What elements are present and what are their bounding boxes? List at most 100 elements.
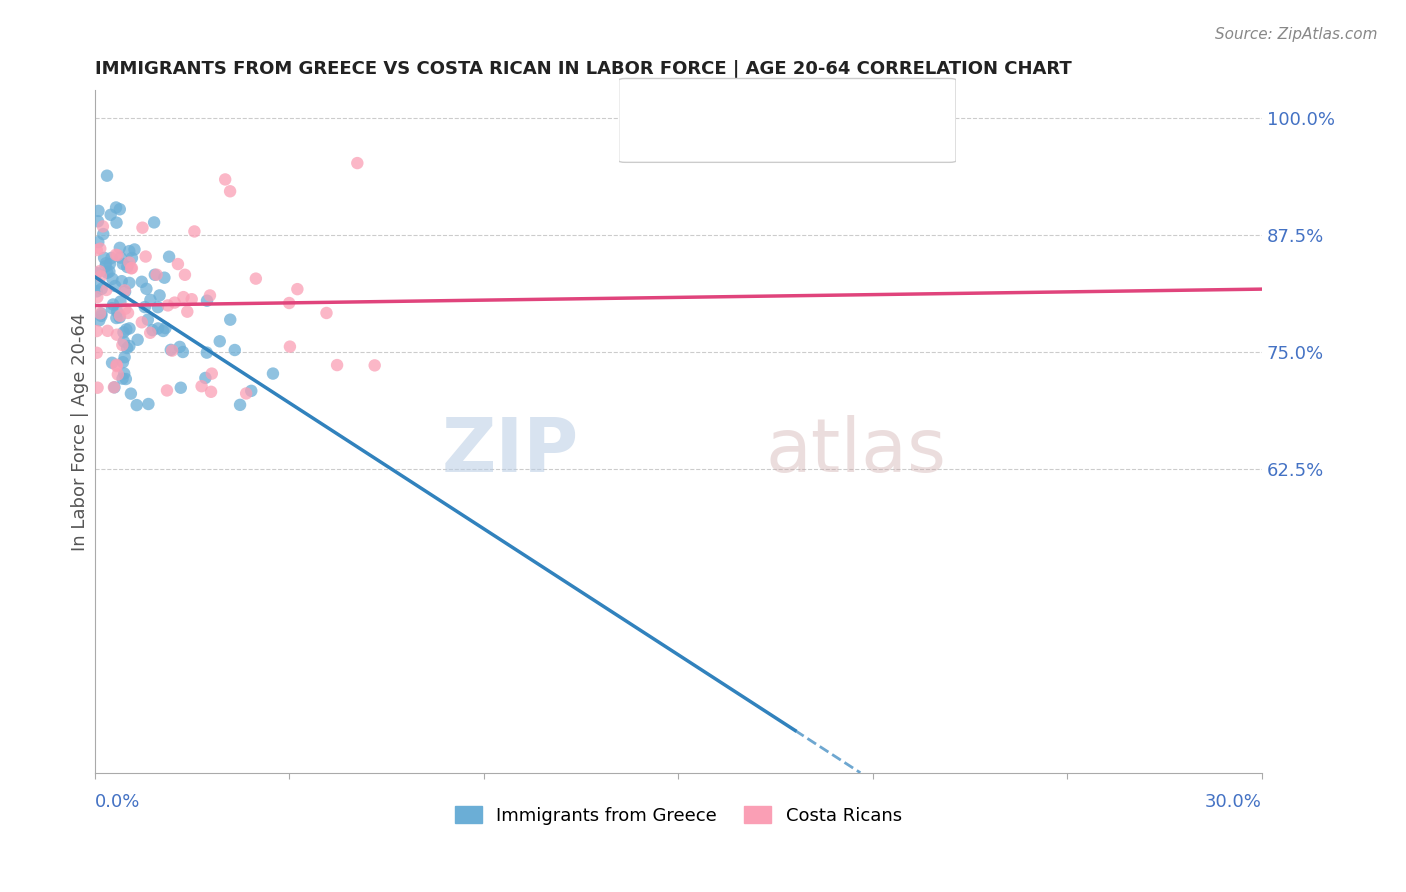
Point xyxy=(172,345,194,359)
Text: Source: ZipAtlas.com: Source: ZipAtlas.com xyxy=(1215,27,1378,42)
Point xyxy=(138,397,160,411)
Point xyxy=(235,386,257,401)
Text: 30.0%: 30.0% xyxy=(1205,793,1263,812)
Point xyxy=(110,251,132,265)
Point xyxy=(135,282,157,296)
Point xyxy=(105,201,128,215)
Point xyxy=(87,235,110,249)
Point xyxy=(91,227,114,241)
Point xyxy=(214,172,236,186)
Point xyxy=(111,355,134,369)
Point xyxy=(287,282,309,296)
Point xyxy=(183,224,205,238)
Point xyxy=(86,266,108,280)
Point xyxy=(200,384,222,399)
Point xyxy=(176,304,198,318)
Text: atlas: atlas xyxy=(766,416,946,489)
Point xyxy=(149,288,172,302)
Point xyxy=(139,293,162,307)
Point xyxy=(86,381,108,395)
Point xyxy=(91,219,114,234)
Point xyxy=(93,251,115,265)
Point xyxy=(127,333,149,347)
Point xyxy=(156,384,179,398)
Point xyxy=(98,264,121,278)
Point xyxy=(103,380,125,394)
Point xyxy=(118,255,141,269)
Bar xyxy=(638,128,672,154)
Y-axis label: In Labor Force | Age 20-64: In Labor Force | Age 20-64 xyxy=(72,312,89,550)
Point xyxy=(198,288,221,302)
Point xyxy=(86,285,108,299)
Text: N = 86: N = 86 xyxy=(848,91,908,109)
Point xyxy=(159,343,181,357)
Point xyxy=(131,315,153,329)
Point xyxy=(224,343,246,357)
Bar xyxy=(638,87,672,113)
Point xyxy=(143,215,166,229)
Point xyxy=(180,292,202,306)
Point xyxy=(87,214,110,228)
Point xyxy=(118,339,141,353)
Point xyxy=(219,184,242,198)
Point xyxy=(107,368,129,382)
Point xyxy=(315,306,337,320)
Point xyxy=(105,304,128,318)
Point xyxy=(108,310,131,325)
Point xyxy=(117,306,139,320)
Point xyxy=(94,259,117,273)
Point xyxy=(125,398,148,412)
Point xyxy=(120,386,142,401)
Text: R = -0.373: R = -0.373 xyxy=(686,91,786,109)
Point xyxy=(195,293,218,308)
Point xyxy=(346,156,368,170)
Text: ZIP: ZIP xyxy=(441,416,579,489)
Point xyxy=(111,371,134,385)
Point xyxy=(90,282,112,296)
Point xyxy=(156,298,179,312)
Point xyxy=(96,283,118,297)
Point xyxy=(143,268,166,282)
Point xyxy=(98,257,121,271)
Point xyxy=(278,340,301,354)
Point xyxy=(124,243,146,257)
Point xyxy=(111,338,134,352)
Text: 0.0%: 0.0% xyxy=(94,793,141,812)
Point xyxy=(105,216,128,230)
Point xyxy=(240,384,263,398)
Point xyxy=(157,250,180,264)
Point xyxy=(163,295,186,310)
Point xyxy=(86,276,108,290)
Point xyxy=(153,270,176,285)
Point xyxy=(89,264,111,278)
Point xyxy=(139,326,162,340)
Point xyxy=(135,250,157,264)
Point xyxy=(101,356,124,370)
Point xyxy=(97,324,120,338)
Text: R =  0.052: R = 0.052 xyxy=(686,132,786,150)
Point xyxy=(96,266,118,280)
Point xyxy=(245,271,267,285)
Point xyxy=(190,379,212,393)
Point xyxy=(104,248,127,262)
Point xyxy=(86,324,108,338)
Point xyxy=(110,294,132,309)
Point xyxy=(121,251,143,265)
Point xyxy=(131,220,153,235)
FancyBboxPatch shape xyxy=(619,78,956,162)
Point xyxy=(101,297,124,311)
Point xyxy=(87,203,110,218)
Point xyxy=(195,345,218,359)
Point xyxy=(121,261,143,276)
Point xyxy=(107,248,129,262)
Point xyxy=(167,257,190,271)
Point xyxy=(103,380,125,394)
Point xyxy=(89,313,111,327)
Point xyxy=(105,358,128,372)
Point xyxy=(117,260,139,274)
Point xyxy=(105,359,128,373)
Point xyxy=(101,301,124,315)
Point xyxy=(169,340,191,354)
Point xyxy=(108,202,131,217)
Text: IMMIGRANTS FROM GREECE VS COSTA RICAN IN LABOR FORCE | AGE 20-64 CORRELATION CHA: IMMIGRANTS FROM GREECE VS COSTA RICAN IN… xyxy=(94,60,1071,78)
